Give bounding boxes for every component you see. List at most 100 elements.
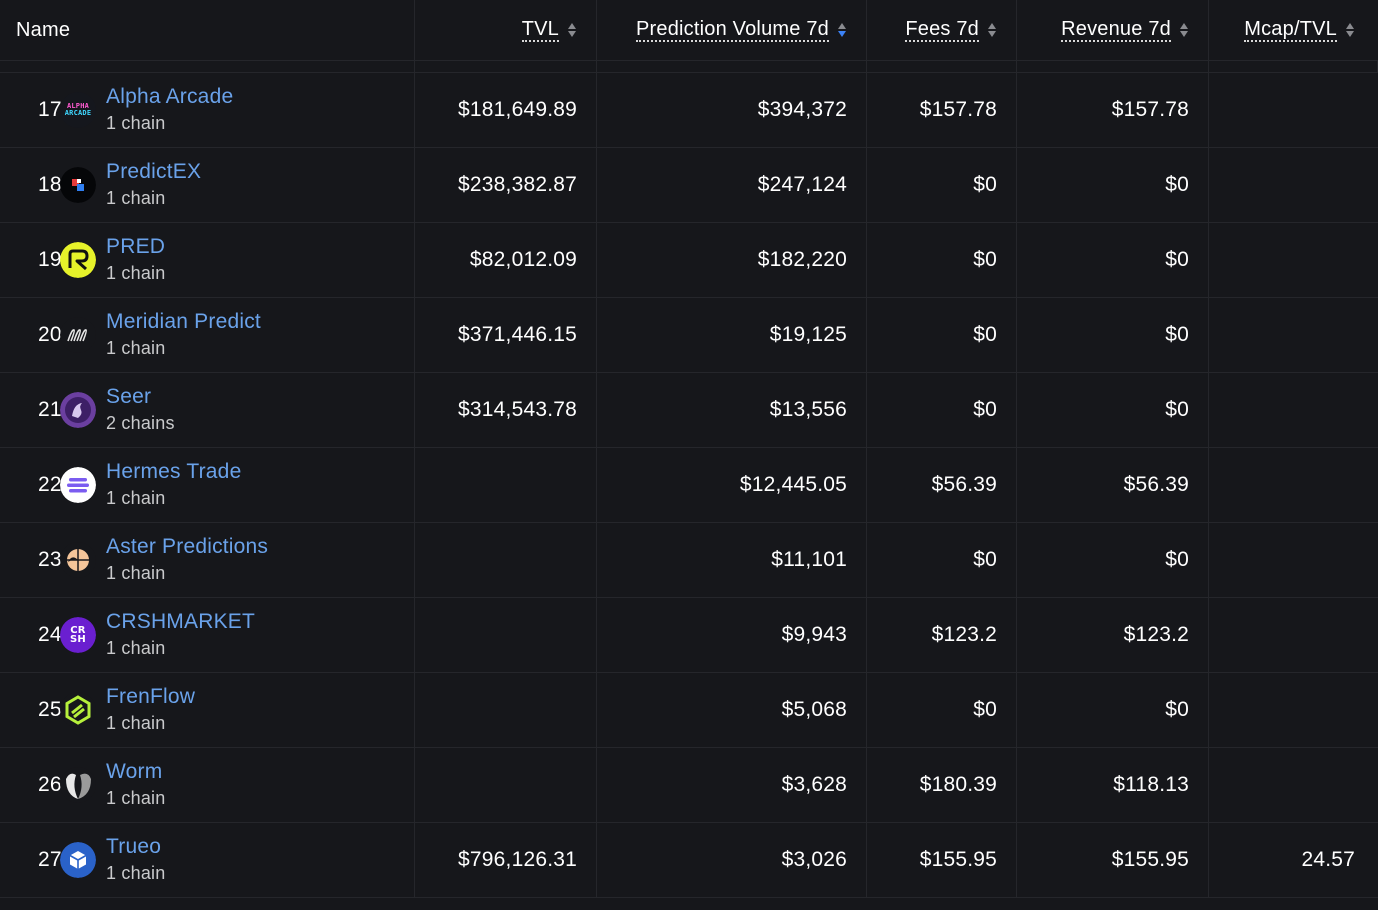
table-header: Name TVL Prediction Volume 7d Fees 7d Re…	[0, 0, 1378, 61]
rank-number: 23	[38, 548, 62, 571]
protocol-name-link[interactable]: Seer	[106, 385, 152, 408]
chains-count[interactable]: 1 chain	[106, 263, 166, 283]
rank-number: 22	[38, 473, 62, 496]
mcap-tvl-value	[1209, 448, 1378, 522]
protocol-name-link[interactable]: Meridian Predict	[106, 310, 261, 333]
table-row: 19 PRED 1 chain $82,012.09 $182,220 $0 $…	[0, 223, 1378, 298]
sort-tvl-button[interactable]: TVL	[415, 0, 597, 60]
mcap-tvl-value	[1209, 223, 1378, 297]
tvl-value	[415, 448, 597, 522]
predictex-icon	[60, 167, 96, 203]
sort-fees-button[interactable]: Fees 7d	[867, 0, 1017, 60]
protocol-info: Aster Predictions 1 chain	[106, 535, 268, 585]
meridian-icon	[60, 317, 96, 353]
prediction-volume-value: $9,943	[597, 598, 867, 672]
chains-count[interactable]: 2 chains	[106, 413, 175, 433]
protocol-name-link[interactable]: PredictEX	[106, 160, 202, 183]
protocol-info: Seer 2 chains	[106, 385, 175, 435]
sort-mcap-tvl-button[interactable]: Mcap/TVL	[1209, 0, 1378, 60]
protocol-name-link[interactable]: CRSHMARKET	[106, 610, 256, 633]
rank-number: 17	[38, 98, 62, 121]
sort-arrows-icon	[988, 22, 997, 38]
name-cell: 22 Hermes Trade 1 chain	[0, 448, 415, 522]
protocol-name-link[interactable]: Worm	[106, 760, 163, 783]
sort-prediction-volume-button[interactable]: Prediction Volume 7d	[597, 0, 867, 60]
header-mcap-tvl-label: Mcap/TVL	[1244, 17, 1337, 42]
tvl-value: $314,543.78	[415, 373, 597, 447]
frenflow-icon	[60, 692, 96, 728]
seer-icon	[60, 392, 96, 428]
tvl-value	[415, 748, 597, 822]
pred-icon	[60, 242, 96, 278]
fees-value: $0	[867, 223, 1017, 297]
name-cell: 19 PRED 1 chain	[0, 223, 415, 297]
mcap-tvl-value	[1209, 373, 1378, 447]
protocol-info: Alpha Arcade 1 chain	[106, 85, 233, 135]
prediction-volume-value: $3,026	[597, 823, 867, 897]
prediction-volume-value: $19,125	[597, 298, 867, 372]
revenue-value: $123.2	[1017, 598, 1209, 672]
revenue-value: $0	[1017, 673, 1209, 747]
chains-count[interactable]: 1 chain	[106, 113, 166, 133]
prediction-volume-value: $3,628	[597, 748, 867, 822]
protocol-name-link[interactable]: PRED	[106, 235, 166, 258]
prediction-volume-value: $247,124	[597, 148, 867, 222]
partial-row	[0, 61, 1378, 73]
protocol-name-link[interactable]: Alpha Arcade	[106, 85, 234, 108]
chains-count[interactable]: 1 chain	[106, 338, 166, 358]
mcap-tvl-value	[1209, 523, 1378, 597]
name-cell: 24 CR SH CRSHMARKET 1 chain	[0, 598, 415, 672]
tvl-value: $181,649.89	[415, 73, 597, 147]
chains-count[interactable]: 1 chain	[106, 638, 166, 658]
sort-descending-icon	[838, 22, 847, 38]
rank-number: 21	[38, 398, 62, 421]
rank-number: 25	[38, 698, 62, 721]
protocol-info: PRED 1 chain	[106, 235, 165, 285]
chains-count[interactable]: 1 chain	[106, 188, 166, 208]
hermes-icon	[60, 467, 96, 503]
prediction-volume-value: $5,068	[597, 673, 867, 747]
chains-count[interactable]: 1 chain	[106, 488, 166, 508]
fees-value: $157.78	[867, 73, 1017, 147]
protocol-info: Hermes Trade 1 chain	[106, 460, 241, 510]
revenue-value: $0	[1017, 373, 1209, 447]
tvl-value	[415, 598, 597, 672]
sort-revenue-button[interactable]: Revenue 7d	[1017, 0, 1209, 60]
header-tvl-label: TVL	[521, 17, 559, 42]
chains-count[interactable]: 1 chain	[106, 563, 166, 583]
rank-number: 20	[38, 323, 62, 346]
protocol-name-link[interactable]: Aster Predictions	[106, 535, 269, 558]
worm-icon	[60, 767, 96, 803]
protocol-name-link[interactable]: Trueo	[106, 835, 162, 858]
protocol-name-link[interactable]: Hermes Trade	[106, 460, 242, 483]
name-cell: 23 Aster Predictions 1 chain	[0, 523, 415, 597]
table-row: 20 Meridian Predict 1 chain $371,446.15 …	[0, 298, 1378, 373]
header-fees-label: Fees 7d	[905, 17, 979, 42]
rank-number: 26	[38, 773, 62, 796]
table-row: 24 CR SH CRSHMARKET 1 chain $9,943 $123.2…	[0, 598, 1378, 673]
tvl-value: $82,012.09	[415, 223, 597, 297]
revenue-value: $0	[1017, 223, 1209, 297]
revenue-value: $0	[1017, 523, 1209, 597]
aster-icon	[60, 542, 96, 578]
chains-count[interactable]: 1 chain	[106, 788, 166, 808]
fees-value: $56.39	[867, 448, 1017, 522]
partial-cell	[867, 61, 1017, 72]
tvl-value	[415, 673, 597, 747]
name-cell: 21 Seer 2 chains	[0, 373, 415, 447]
sort-arrows-icon	[1180, 22, 1189, 38]
protocol-name-link[interactable]: FrenFlow	[106, 685, 196, 708]
header-name: Name	[0, 0, 415, 60]
mcap-tvl-value	[1209, 598, 1378, 672]
protocol-info: Trueo 1 chain	[106, 835, 165, 885]
name-cell: 25 FrenFlow 1 chain	[0, 673, 415, 747]
table-row: 23 Aster Predictions 1 chain $11,101 $0 …	[0, 523, 1378, 598]
mcap-tvl-value	[1209, 298, 1378, 372]
rank-number: 27	[38, 848, 62, 871]
tvl-value: $796,126.31	[415, 823, 597, 897]
chains-count[interactable]: 1 chain	[106, 713, 166, 733]
rank-number: 19	[38, 248, 62, 271]
table-row: 18 PredictEX 1 chain $238,382.87 $247,12…	[0, 148, 1378, 223]
name-cell: 17 ALPHA ARCADE Alpha Arcade 1 chain	[0, 73, 415, 147]
chains-count[interactable]: 1 chain	[106, 863, 166, 883]
